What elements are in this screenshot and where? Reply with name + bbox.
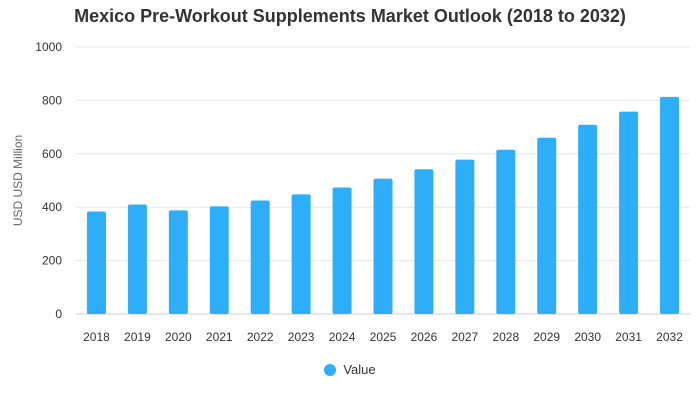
bar: [496, 149, 516, 314]
bar: [127, 204, 147, 314]
legend-label: Value: [343, 362, 376, 377]
bar: [619, 111, 639, 314]
x-tick-label: 2019: [124, 330, 151, 344]
bars: [86, 96, 680, 315]
bar: [537, 137, 557, 314]
x-tick-label: 2023: [288, 330, 315, 344]
x-tick-label: 2031: [615, 330, 642, 344]
legend-marker: [324, 363, 337, 376]
bar: [168, 210, 188, 314]
y-axis-ticks: 0 200 400 600 800 1000: [35, 40, 62, 321]
bar: [291, 194, 311, 314]
bar: [250, 200, 270, 314]
x-tick-label: 2030: [574, 330, 601, 344]
y-axis-title: USD USD Million: [11, 135, 25, 226]
chart-title: Mexico Pre-Workout Supplements Market Ou…: [74, 6, 626, 26]
x-tick-label: 2032: [656, 330, 683, 344]
legend: Value: [0, 362, 700, 377]
x-tick-label: 2022: [247, 330, 274, 344]
bar: [578, 124, 598, 315]
y-tick-label: 400: [42, 200, 62, 214]
bar: [414, 169, 434, 314]
x-tick-label: 2028: [492, 330, 519, 344]
x-axis-ticks: 2018 2019 2020 2021 2022 2023 2024 2025 2026 2027…: [83, 330, 683, 344]
y-tick-label: 200: [42, 254, 62, 268]
x-tick-label: 2020: [165, 330, 192, 344]
x-tick-label: 2029: [533, 330, 560, 344]
bar: [332, 187, 352, 314]
bar: [455, 159, 475, 314]
y-tick-label: 800: [42, 93, 62, 107]
x-tick-label: 2024: [329, 330, 356, 344]
bar: [86, 211, 106, 314]
x-tick-label: 2026: [411, 330, 438, 344]
bar: [660, 96, 680, 314]
x-tick-label: 2018: [83, 330, 110, 344]
bar: [209, 206, 229, 314]
x-tick-label: 2025: [370, 330, 397, 344]
x-tick-label: 2027: [452, 330, 479, 344]
x-tick-label: 2021: [206, 330, 233, 344]
y-tick-label: 1000: [35, 40, 62, 54]
y-tick-label: 600: [42, 147, 62, 161]
bar: [373, 178, 393, 314]
y-tick-label: 0: [55, 307, 62, 321]
